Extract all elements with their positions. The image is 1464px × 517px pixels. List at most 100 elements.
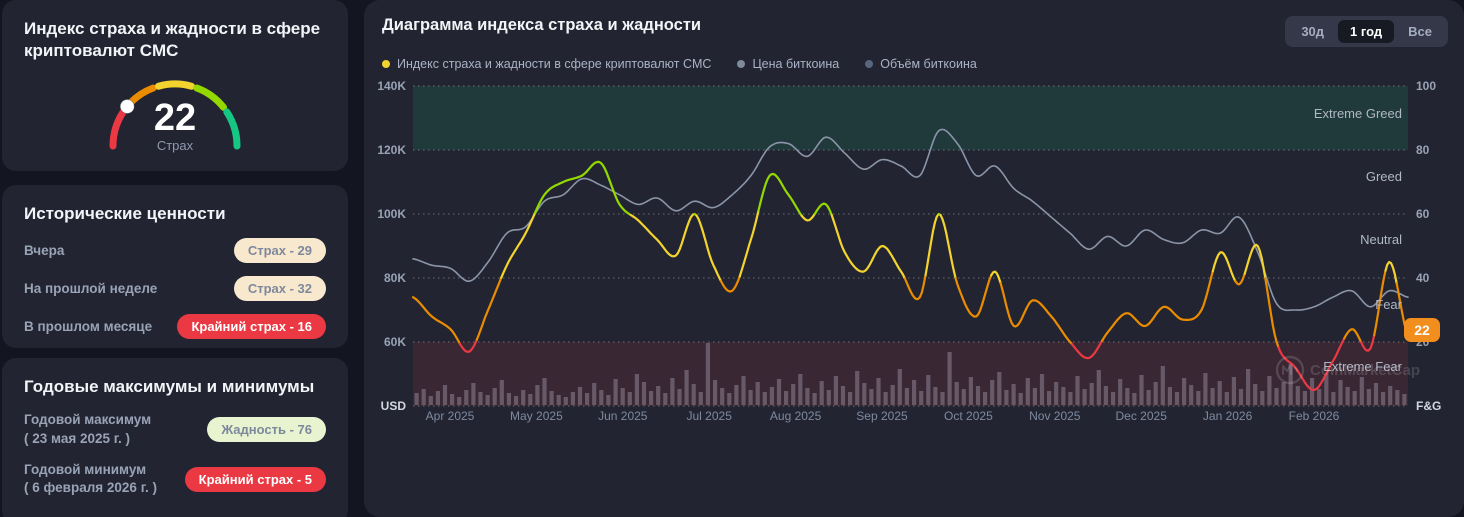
history-row: Вчера Страх - 29 [24,238,326,264]
legend-item[interactable]: Цена биткоина [737,57,839,71]
range-button-1год[interactable]: 1 год [1338,20,1395,43]
volume-bar [876,378,881,405]
gauge-arc-segment [223,108,241,150]
volume-bar [563,397,568,405]
x-axis-month-label: Feb 2026 [1289,409,1340,423]
current-fng-badge-value: 22 [1414,322,1430,338]
chart-title: Диаграмма индекса страха и жадности [382,16,702,34]
volume-bar [1402,394,1407,405]
fng-line-segment [475,276,503,341]
yearly-extremes-rows: Годовой максимум( 23 мая 2025 г. ) Жаднос… [24,411,326,497]
volume-bar [904,388,909,405]
fng-line-segment [999,282,1074,346]
volume-bar [1295,386,1300,405]
volume-bar [599,390,604,405]
volume-bar [627,392,632,405]
volume-bar [1039,374,1045,405]
volume-bar [762,392,767,405]
legend-dot-icon [382,60,390,68]
volume-bar [528,394,533,405]
left-axis-title: USD [381,399,407,413]
history-row: В прошлом месяце Крайний страх - 16 [24,314,326,340]
volume-bar [1174,392,1180,405]
volume-bar [570,392,575,405]
fng-index-card: Индекс страха и жадности в сфере криптов… [2,0,348,171]
volume-bar [798,374,803,405]
legend-item-label: Индекс страха и жадности в сфере криптов… [397,57,712,71]
gauge-arc-segment [109,108,127,150]
fng-line-segment [800,212,816,222]
volume-bar [713,380,718,405]
fng-line-segment [830,213,907,280]
volume-bar [1302,391,1307,405]
fng-line-segment [924,212,940,277]
fng-index-card-title: Индекс страха и жадности в сфере криптов… [24,19,321,61]
historical-values-card: Исторические ценности Вчера Страх - 29 На … [2,185,348,348]
history-row-badge: Страх - 29 [233,238,326,264]
volume-bar [812,393,817,405]
volume-bar [983,392,988,405]
volume-bar [684,370,689,405]
range-button-30д[interactable]: 30д [1289,20,1336,43]
volume-bar [1274,388,1279,405]
volume-bar [535,385,540,405]
time-range-selector: 30д 1 год Все [1285,16,1448,47]
fng-line-segment [990,270,1002,285]
volume-bar [485,395,490,405]
fng-line-segment [629,212,696,258]
volume-bar [897,369,902,405]
volume-bar [577,387,583,405]
volume-bar [1075,376,1080,405]
volume-bar [926,375,931,405]
volume-bar [826,390,831,405]
volume-bar [1139,375,1144,405]
volume-bar [620,388,625,405]
volume-bar [833,376,838,405]
right-axis-tick: 60 [1416,207,1430,221]
history-row-label: В прошлом месяце [24,318,153,334]
volume-bar [556,395,561,405]
zone-label: Neutral [1360,232,1402,247]
volume-bar [1061,387,1066,405]
volume-bar [1025,378,1030,405]
chart-panel-header: Диаграмма индекса страха и жадности 30д 1… [382,16,1448,47]
volume-bar [1047,391,1052,405]
volume-bar [1231,377,1236,405]
history-row: На прошлой неделе Страх - 32 [24,276,326,302]
fng-line-segment [695,214,722,283]
fng-line-segment [1211,251,1237,283]
volume-bar [471,383,476,405]
volume-bar [698,392,703,405]
history-row-label: Вчера [24,242,65,258]
fng-line-segment [1243,243,1267,280]
fng-line-segment [738,209,760,278]
yearly-row-label: Годовой минимум( 6 февраля 2026 г. ) [24,461,157,496]
legend-item[interactable]: Индекс страха и жадности в сфере криптов… [382,57,711,71]
right-axis-tick: 80 [1416,143,1430,157]
volume-bar [649,391,654,405]
historical-values-rows: Вчера Страх - 29 На прошлой неделе Страх - … [24,238,326,340]
fng-line-segment [1277,337,1346,392]
fng-line-segment [1070,339,1104,360]
fng-line-segment [533,160,632,217]
x-axis-month-label: Aug 2025 [770,409,822,423]
volume-bar [1345,387,1350,405]
volume-bar [414,393,419,405]
volume-bar [748,390,753,405]
current-fng-badge [1404,318,1440,342]
gauge-value: 22 [154,97,196,139]
zone-label: Extreme Fear [1323,359,1402,374]
legend-dot-icon [865,60,874,68]
volume-bar [1317,389,1322,405]
range-button-Все[interactable]: Все [1396,20,1444,43]
volume-bar [1004,390,1009,405]
legend-item-label: Цена биткоина [752,57,840,71]
volume-bar [1096,370,1101,405]
left-axis-tick: 80K [384,271,406,285]
volume-bar [435,391,440,405]
volume-bar [947,352,952,405]
volume-bar [791,384,796,405]
x-axis-month-label: Apr 2025 [426,409,475,423]
legend-item[interactable]: Объём биткоина [865,57,977,71]
